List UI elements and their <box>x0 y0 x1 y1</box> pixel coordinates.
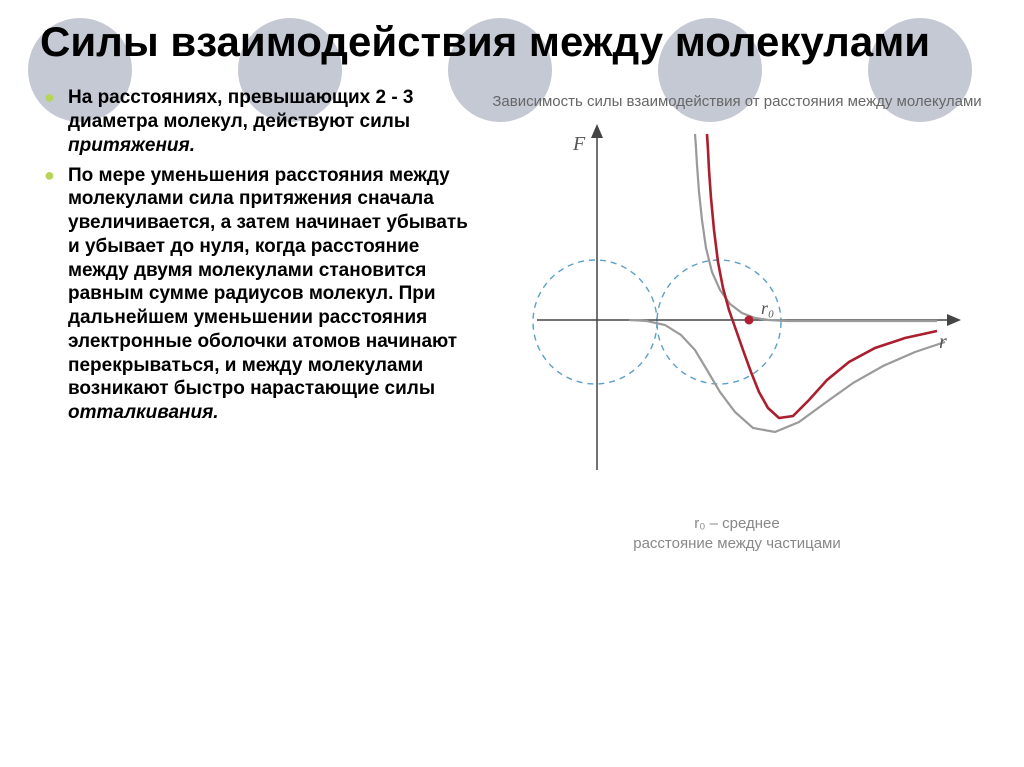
text-column: На расстояниях, превышающих 2 - 3 диамет… <box>40 86 470 554</box>
bullet-emphasis: отталкивания. <box>68 402 219 423</box>
bullet-text: На расстояниях, превышающих 2 - 3 диамет… <box>68 87 414 132</box>
columns: На расстояниях, превышающих 2 - 3 диамет… <box>40 86 984 554</box>
chart-column: Зависимость силы взаимодействия от расст… <box>490 86 984 554</box>
molecule-circle-2 <box>657 260 781 384</box>
attraction-curve <box>629 320 945 432</box>
molecule-circle-1 <box>533 260 657 384</box>
r0-label: r₀ <box>761 298 774 318</box>
page-title: Силы взаимодействия между молекулами <box>40 18 984 66</box>
chart-caption: r₀ – среднее расстояние между частицами <box>490 514 984 555</box>
bullet-emphasis: притяжения. <box>68 135 195 156</box>
y-axis-label: F <box>572 133 586 155</box>
chart-title: Зависимость силы взаимодействия от расст… <box>490 92 984 112</box>
y-axis-arrow <box>591 124 603 138</box>
slide-content: Силы взаимодействия между молекулами На … <box>0 0 1024 574</box>
force-distance-chart: Fr r₀ <box>507 120 967 500</box>
caption-line-2: расстояние между частицами <box>633 535 841 552</box>
caption-line-1: r₀ – среднее <box>694 515 779 532</box>
net-force-curve <box>707 134 937 418</box>
x-axis-arrow <box>947 314 961 326</box>
bullet-item: По мере уменьшения расстояния между моле… <box>40 164 470 425</box>
repulsion-curve <box>695 134 937 321</box>
bullet-item: На расстояниях, превышающих 2 - 3 диамет… <box>40 86 470 157</box>
bullet-list: На расстояниях, превышающих 2 - 3 диамет… <box>40 86 470 425</box>
bullet-text: По мере уменьшения расстояния между моле… <box>68 165 468 400</box>
r0-marker <box>745 315 754 324</box>
x-axis-label: r <box>939 331 947 353</box>
